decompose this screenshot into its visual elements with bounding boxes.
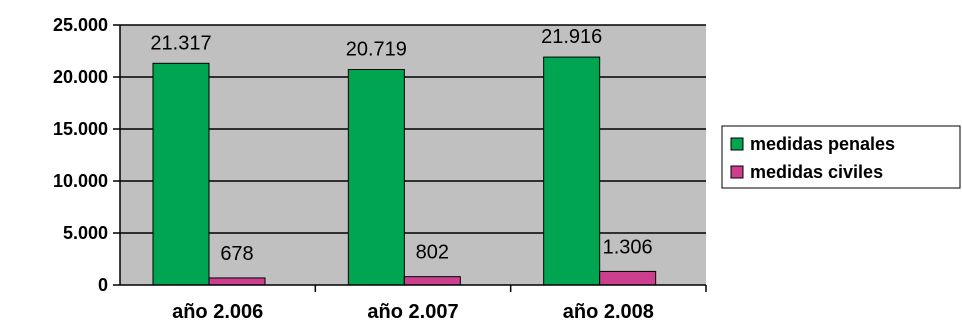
legend-box bbox=[721, 125, 961, 189]
legend-label: medidas civiles bbox=[750, 162, 883, 182]
data-label: 1.306 bbox=[603, 236, 653, 258]
bar-civiles bbox=[403, 276, 461, 286]
data-label: 678 bbox=[220, 243, 253, 265]
y-tick-label: 15.000 bbox=[53, 119, 108, 139]
plot-area bbox=[120, 25, 706, 285]
bar-penales bbox=[347, 69, 405, 286]
x-category-label: año 2.006 bbox=[172, 301, 263, 323]
x-category-label: año 2.007 bbox=[367, 301, 458, 323]
gridlines bbox=[120, 24, 706, 234]
data-labels: 21.317 678 20.719 802 21.916 1.306 bbox=[150, 26, 652, 265]
bar-civiles bbox=[599, 270, 657, 286]
legend-label: medidas penales bbox=[750, 134, 895, 154]
y-tick-label: 5.000 bbox=[63, 223, 108, 243]
x-category-label: año 2.008 bbox=[563, 301, 654, 323]
legend-swatch bbox=[730, 137, 744, 151]
data-label: 21.317 bbox=[150, 32, 211, 54]
legend: medidas penales medidas civiles bbox=[721, 125, 961, 189]
y-tick-label: 0 bbox=[98, 275, 108, 295]
bar-penales bbox=[543, 56, 601, 286]
bars bbox=[152, 56, 657, 286]
data-label: 20.719 bbox=[346, 39, 407, 61]
bar-civiles bbox=[208, 277, 266, 286]
axes: 0 5.000 10.000 15.000 20.000 25.000 año 2.006 a… bbox=[53, 15, 707, 323]
y-tick-label: 20.000 bbox=[53, 67, 108, 87]
data-label: 21.916 bbox=[541, 26, 602, 48]
y-tick-label: 25.000 bbox=[53, 15, 108, 35]
bar-penales bbox=[152, 62, 210, 286]
legend-swatch bbox=[730, 165, 744, 179]
y-tick-label: 10.000 bbox=[53, 171, 108, 191]
data-label: 802 bbox=[416, 242, 449, 264]
